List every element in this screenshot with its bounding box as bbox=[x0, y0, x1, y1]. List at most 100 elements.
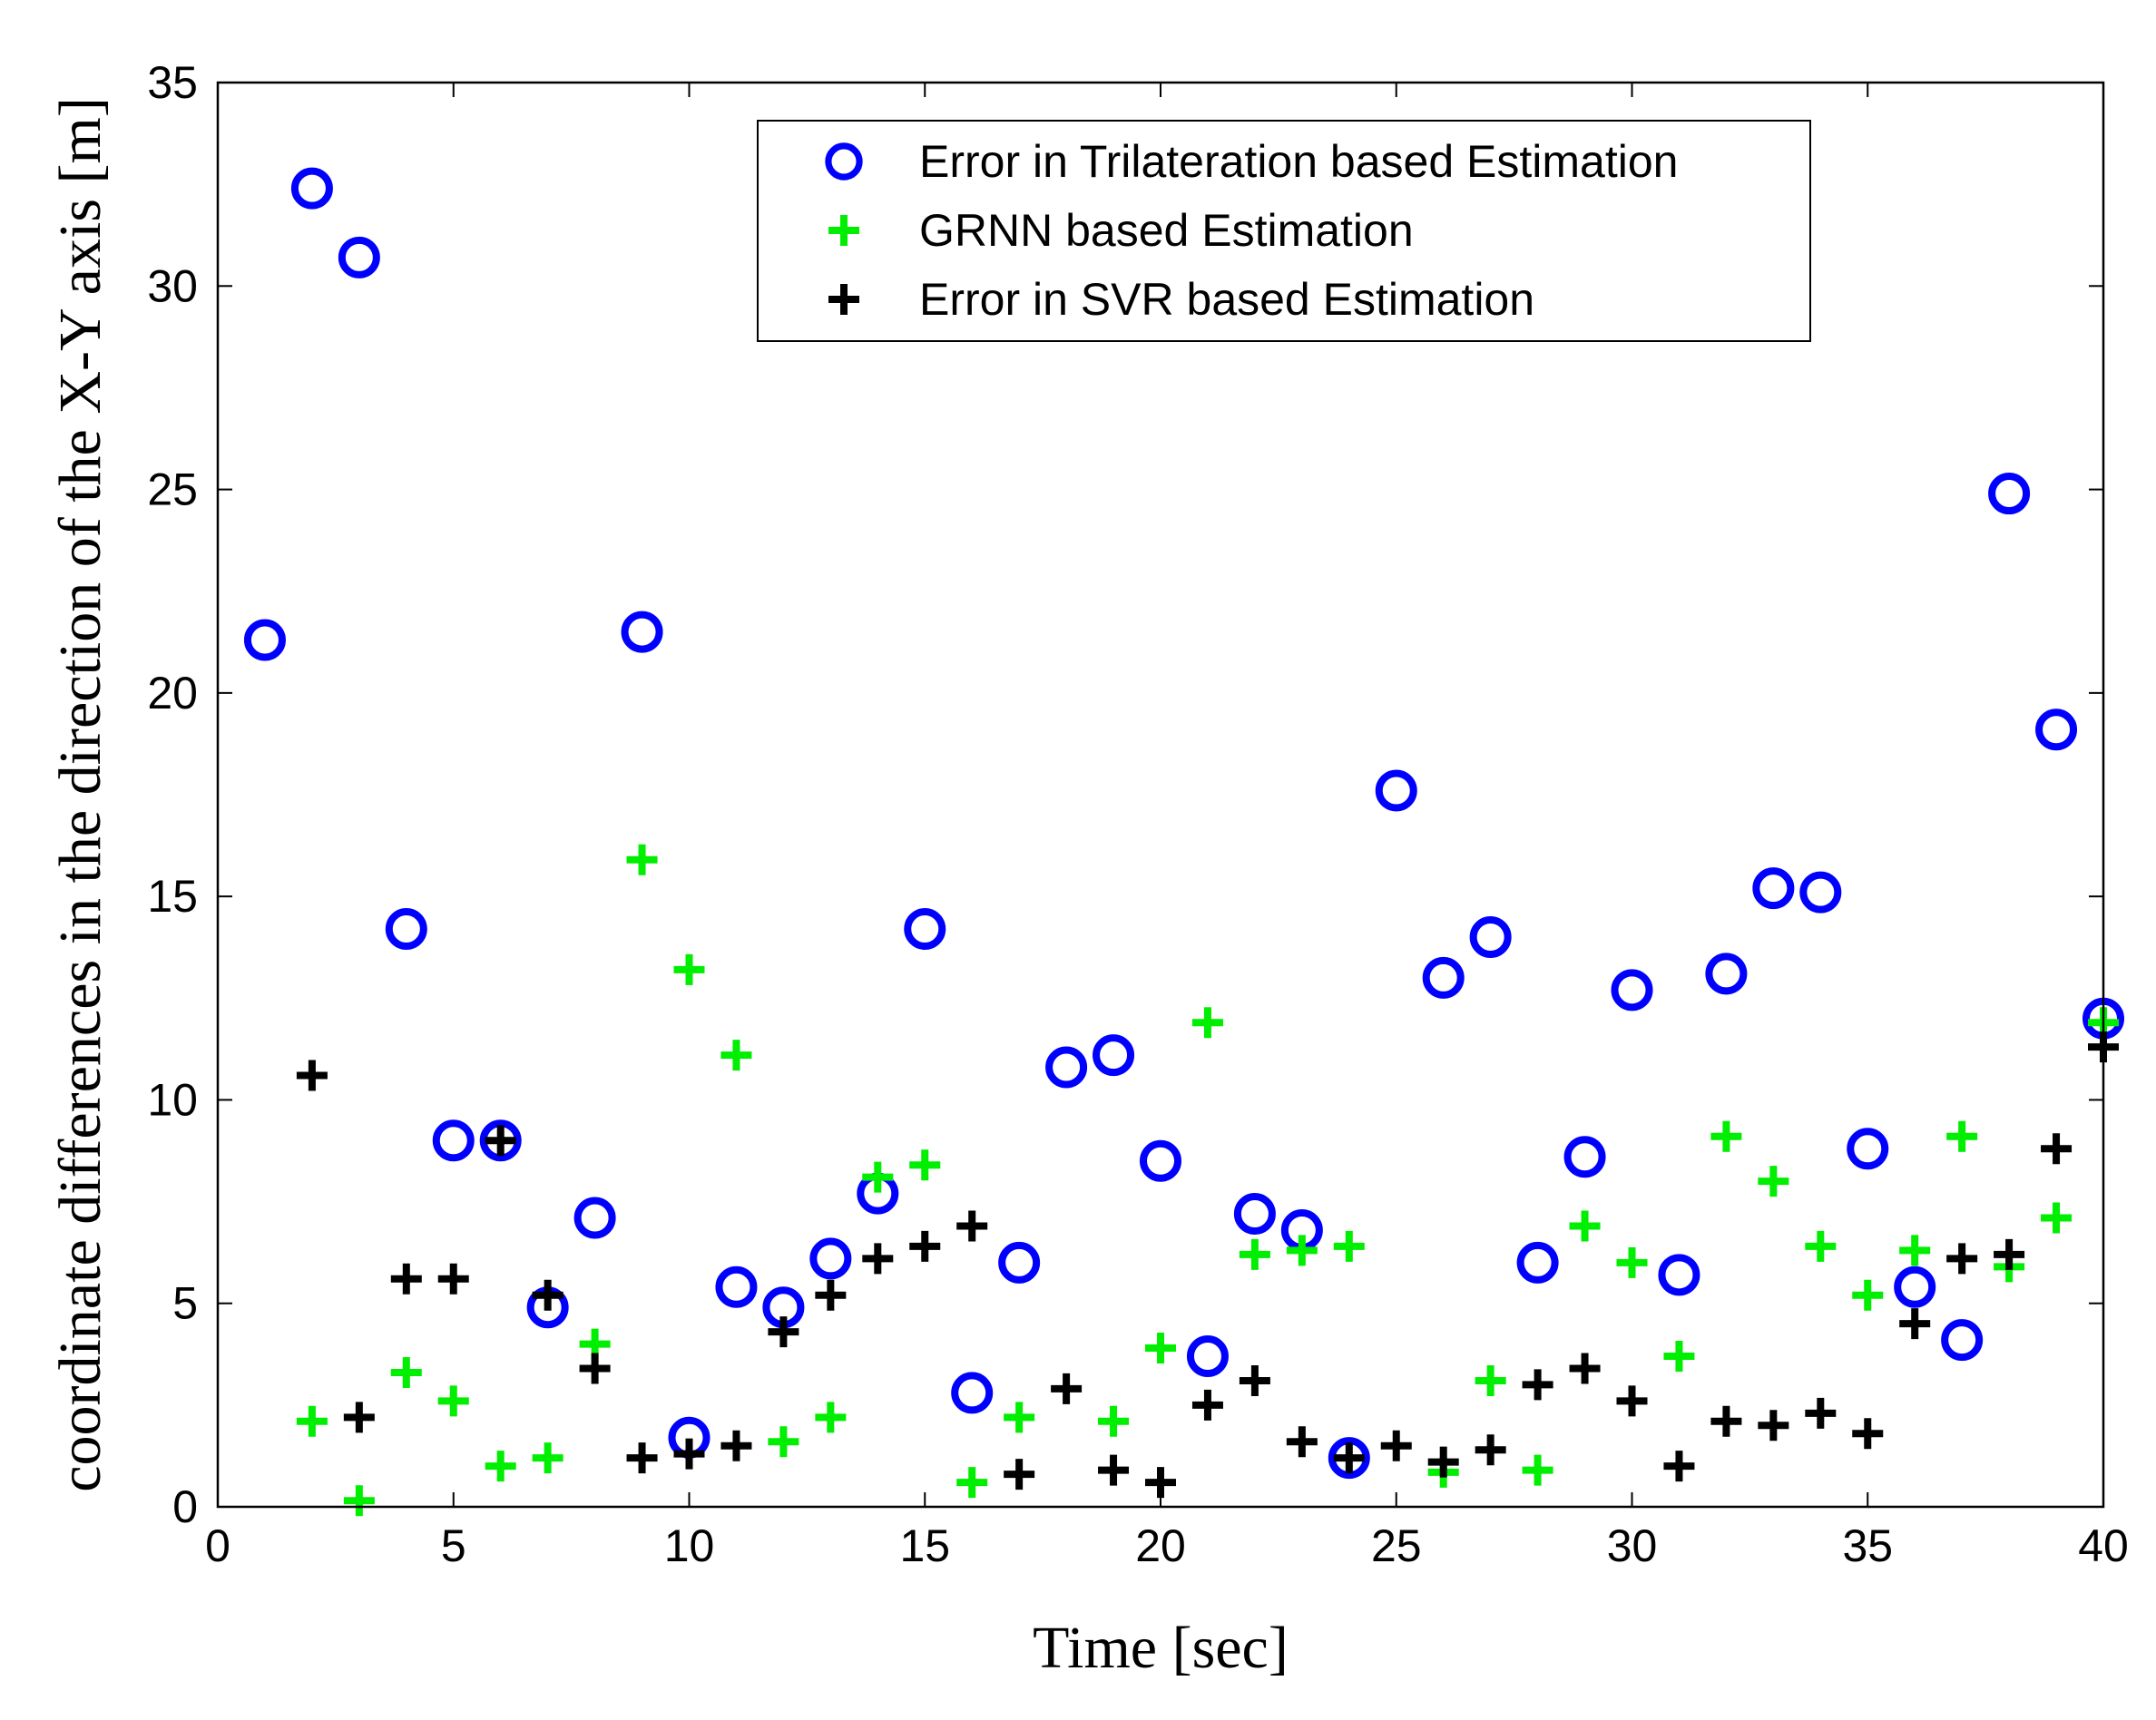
data-point-plus bbox=[1522, 1454, 1553, 1486]
legend-marker bbox=[828, 215, 859, 246]
data-point-plus bbox=[1475, 1364, 1506, 1396]
data-point-circle bbox=[1799, 871, 1842, 914]
data-point-circle bbox=[1658, 1254, 1700, 1296]
data-point-circle bbox=[1375, 769, 1417, 812]
data-point-plus bbox=[1663, 1451, 1695, 1482]
data-point-plus bbox=[956, 1467, 988, 1499]
data-point-circle bbox=[621, 611, 663, 653]
series-1 bbox=[243, 167, 2124, 1480]
x-tick-labels: 0 5 10 15 20 25 30 35 40 bbox=[205, 1520, 2129, 1571]
x-tick-label: 35 bbox=[1842, 1520, 1893, 1571]
data-point-plus bbox=[1239, 1364, 1270, 1396]
data-point-plus bbox=[485, 1451, 516, 1482]
x-tick-label: 5 bbox=[441, 1520, 466, 1571]
data-point-plus bbox=[1380, 1430, 1412, 1461]
data-point-circle bbox=[290, 167, 333, 210]
x-tick-label: 10 bbox=[664, 1520, 715, 1571]
data-point-plus bbox=[1427, 1446, 1459, 1478]
data-point-circle bbox=[1847, 1128, 1889, 1170]
data-point-plus bbox=[437, 1385, 469, 1417]
data-point-plus bbox=[1098, 1454, 1130, 1486]
data-point-circle bbox=[479, 1119, 522, 1162]
data-point-plus bbox=[768, 1316, 799, 1348]
legend-label: Error in SVR based Estimation bbox=[919, 274, 1534, 325]
data-point-circle bbox=[715, 1266, 758, 1308]
data-point-plus bbox=[1758, 1410, 1789, 1441]
data-point-plus bbox=[909, 1230, 941, 1262]
data-point-plus bbox=[1852, 1279, 1884, 1311]
y-tick-label: 30 bbox=[147, 260, 198, 311]
data-point-plus bbox=[673, 953, 705, 985]
plot-markers bbox=[243, 167, 2124, 1517]
data-point-plus bbox=[626, 844, 658, 875]
data-point-plus bbox=[532, 1279, 564, 1311]
x-tick-label: 30 bbox=[1607, 1520, 1658, 1571]
legend-marker bbox=[825, 142, 863, 181]
data-point-plus bbox=[1616, 1385, 1648, 1417]
data-point-circle bbox=[385, 908, 427, 951]
data-point-plus bbox=[1805, 1230, 1837, 1262]
data-point-plus bbox=[720, 1430, 752, 1461]
data-point-circle bbox=[1894, 1266, 1936, 1308]
data-point-plus bbox=[485, 1125, 516, 1157]
data-point-circle bbox=[573, 1197, 616, 1239]
data-point-plus bbox=[815, 1402, 847, 1433]
legend-box bbox=[757, 120, 1811, 342]
data-point-plus bbox=[1522, 1369, 1553, 1401]
data-point-plus bbox=[1475, 1434, 1506, 1466]
y-tick-label: 20 bbox=[147, 668, 198, 718]
data-point-plus bbox=[437, 1263, 469, 1295]
data-point-plus bbox=[1333, 1230, 1365, 1262]
x-tick-label: 40 bbox=[2078, 1520, 2129, 1571]
data-point-plus bbox=[1946, 1120, 1978, 1152]
data-point-plus bbox=[1286, 1235, 1318, 1266]
data-point-plus bbox=[1286, 1426, 1318, 1458]
y-tick-labels: 0 5 10 15 20 25 30 35 bbox=[147, 57, 198, 1532]
data-point-plus bbox=[1710, 1405, 1742, 1437]
data-point-circle bbox=[1328, 1437, 1370, 1480]
data-point-circle bbox=[1752, 867, 1795, 910]
data-point-plus bbox=[720, 1040, 752, 1071]
legend-label: Error in Trilateration based Estimation bbox=[919, 136, 1678, 187]
data-point-plus bbox=[1663, 1341, 1695, 1373]
data-point-circle bbox=[243, 619, 286, 661]
data-point-plus bbox=[296, 1405, 328, 1437]
data-point-plus bbox=[956, 1210, 988, 1242]
data-point-plus bbox=[1946, 1243, 1978, 1275]
data-point-plus bbox=[1805, 1397, 1837, 1429]
data-point-circle bbox=[1469, 916, 1512, 958]
data-point-circle bbox=[1186, 1335, 1229, 1378]
data-point-circle bbox=[809, 1237, 852, 1280]
data-point-circle bbox=[1941, 1319, 1984, 1362]
data-point-plus bbox=[1899, 1308, 1931, 1340]
data-point-circle bbox=[1516, 1241, 1559, 1284]
data-point-plus bbox=[1616, 1246, 1648, 1278]
y-tick-label: 15 bbox=[147, 871, 198, 922]
legend: Error in Trilateration based Estimation G… bbox=[757, 120, 1811, 342]
data-point-plus bbox=[909, 1149, 941, 1181]
data-point-circle bbox=[1705, 953, 1748, 995]
x-tick-label: 25 bbox=[1371, 1520, 1422, 1571]
data-point-plus bbox=[1004, 1402, 1035, 1433]
data-point-plus bbox=[390, 1263, 422, 1295]
data-point-plus bbox=[1004, 1459, 1035, 1490]
data-point-circle bbox=[1611, 969, 1653, 1011]
data-point-circle bbox=[1045, 1046, 1088, 1089]
data-point-plus bbox=[1569, 1353, 1601, 1384]
data-point-plus bbox=[862, 1161, 894, 1193]
data-point-plus bbox=[532, 1442, 564, 1474]
data-point-circle bbox=[998, 1241, 1041, 1284]
data-point-plus bbox=[1191, 1007, 1223, 1039]
data-point-plus bbox=[390, 1356, 422, 1388]
data-point-plus bbox=[2041, 1133, 2073, 1165]
data-point-circle bbox=[1422, 956, 1465, 999]
data-point-plus bbox=[1899, 1235, 1931, 1266]
data-point-plus bbox=[343, 1485, 375, 1517]
data-point-plus bbox=[1569, 1210, 1601, 1242]
data-point-plus bbox=[768, 1426, 799, 1458]
data-point-plus bbox=[2041, 1202, 2073, 1234]
y-axis-title: coordinate differences in the direction … bbox=[47, 97, 113, 1492]
data-point-circle bbox=[951, 1372, 994, 1414]
data-point-circle bbox=[1233, 1193, 1276, 1236]
